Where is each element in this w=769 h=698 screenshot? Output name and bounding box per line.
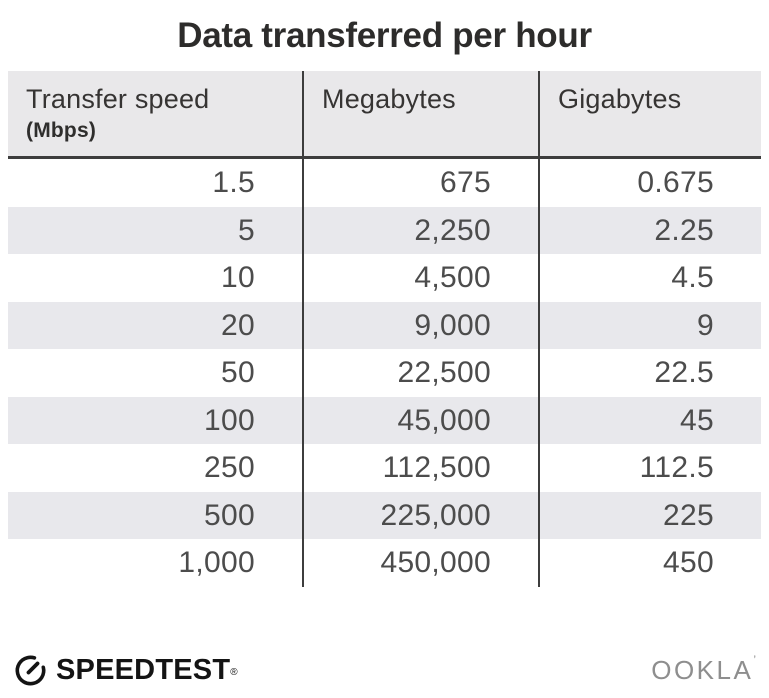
data-table: Transfer speed (Mbps) Megabytes Gigabyte… [8, 71, 761, 587]
table-row: 20 9,000 9 [8, 301, 761, 349]
cell-megabytes: 4,500 [302, 254, 538, 302]
cell-speed: 100 [204, 403, 255, 437]
cell-speed: 1.5 [212, 166, 255, 199]
cell-megabytes: 675 [302, 159, 538, 207]
cell-speed: 20 [221, 308, 255, 342]
column-header-gigabytes: Gigabytes [538, 71, 761, 156]
table-row: 50 22,500 22.5 [8, 349, 761, 397]
cell-gigabytes: 112.5 [538, 444, 761, 492]
cell-megabytes: 225,000 [302, 491, 538, 539]
cell-speed: 10 [221, 261, 255, 294]
speedtest-logo: SPEEDTEST ® [13, 653, 238, 688]
table-row: 1.5 675 0.675 [8, 159, 761, 207]
cell-gigabytes: 9 [538, 301, 761, 349]
registered-mark: ® [230, 667, 238, 678]
table-row: 1,000 450,000 450 [8, 539, 761, 587]
cell-megabytes: 112,500 [302, 444, 538, 492]
table-row: 100 45,000 45 [8, 396, 761, 444]
cell-megabytes: 45,000 [302, 396, 538, 444]
speedtest-wordmark: SPEEDTEST [56, 654, 231, 686]
footer: SPEEDTEST ® OOKLA’ [0, 653, 769, 688]
table-row: 5 2,250 2.25 [8, 206, 761, 254]
cell-speed: 500 [204, 498, 255, 532]
cell-megabytes: 2,250 [302, 206, 538, 254]
table-row: 500 225,000 225 [8, 491, 761, 539]
cell-gigabytes: 22.5 [538, 349, 761, 397]
speedometer-icon [13, 653, 48, 688]
cell-megabytes: 22,500 [302, 349, 538, 397]
ookla-wordmark: OOKLA [651, 655, 754, 685]
ookla-logo: OOKLA’ [651, 653, 756, 686]
cell-gigabytes: 450 [538, 539, 761, 587]
cell-speed: 50 [221, 356, 255, 389]
cell-speed: 1,000 [178, 546, 255, 579]
cell-megabytes: 450,000 [302, 539, 538, 587]
table-row: 250 112,500 112.5 [8, 444, 761, 492]
column-header-unit: (Mbps) [26, 119, 97, 142]
column-header-label: Gigabytes [558, 84, 682, 114]
column-header-transfer-speed: Transfer speed (Mbps) [8, 71, 302, 156]
column-header-label: Transfer speed [26, 84, 210, 114]
table-header-row: Transfer speed (Mbps) Megabytes Gigabyte… [8, 71, 761, 159]
table-row: 10 4,500 4.5 [8, 254, 761, 302]
cell-gigabytes: 225 [538, 491, 761, 539]
column-header-label: Megabytes [322, 84, 456, 114]
cell-speed: 5 [238, 213, 255, 247]
cell-gigabytes: 4.5 [538, 254, 761, 302]
ookla-trademark: ’ [753, 653, 756, 667]
page-title: Data transferred per hour [177, 16, 592, 55]
cell-gigabytes: 45 [538, 396, 761, 444]
table-body: 1.5 675 0.675 5 2,250 2.25 10 4,500 4.5 … [8, 159, 761, 587]
cell-gigabytes: 2.25 [538, 206, 761, 254]
cell-megabytes: 9,000 [302, 301, 538, 349]
cell-speed: 250 [204, 451, 255, 484]
cell-gigabytes: 0.675 [538, 159, 761, 207]
column-header-megabytes: Megabytes [302, 71, 538, 156]
